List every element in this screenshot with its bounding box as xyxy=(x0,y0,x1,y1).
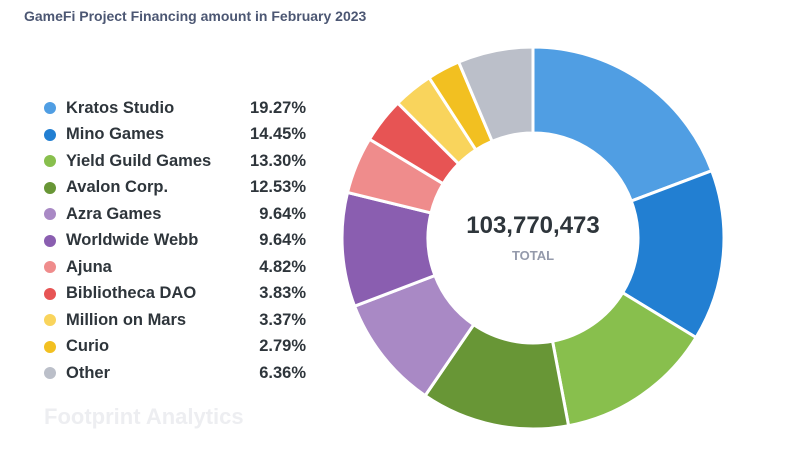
watermark: Footprint Analytics xyxy=(44,404,244,430)
total-value: 103,770,473 xyxy=(466,212,600,239)
legend-item[interactable]: Kratos Studio 19.27% xyxy=(44,95,306,122)
legend-label: Azra Games xyxy=(66,204,162,223)
legend-dot xyxy=(44,287,56,300)
legend-dot xyxy=(44,261,56,274)
legend-percent: 13.30% xyxy=(250,151,306,170)
legend-label: Ajuna xyxy=(66,257,112,276)
legend-dot xyxy=(44,314,56,327)
legend-dot xyxy=(44,181,56,194)
legend-item[interactable]: Mino Games 14.45% xyxy=(44,122,306,149)
legend-dot xyxy=(44,155,56,168)
legend-label: Bibliotheca DAO xyxy=(66,284,197,303)
legend-label: Curio xyxy=(66,337,110,356)
legend: Kratos Studio 19.27% Mino Games 14.45% Yield… xyxy=(44,95,306,387)
legend-label: Other xyxy=(66,363,111,382)
legend-item[interactable]: Worldwide Webb 9.64% xyxy=(44,228,306,255)
watermark-text: Footprint Analytics xyxy=(44,404,244,429)
legend-item[interactable]: Ajuna 4.82% xyxy=(44,254,306,281)
legend-dot xyxy=(44,367,56,380)
legend-percent: 3.37% xyxy=(259,310,306,329)
legend-item[interactable]: Million on Mars 3.37% xyxy=(44,307,306,334)
legend-label: Mino Games xyxy=(66,125,165,144)
legend-item[interactable]: Other 6.36% xyxy=(44,360,306,387)
legend-label: Yield Guild Games xyxy=(66,151,212,170)
legend-label: Worldwide Webb xyxy=(66,231,199,250)
legend-percent: 2.79% xyxy=(259,337,306,356)
legend-item[interactable]: Curio 2.79% xyxy=(44,334,306,361)
legend-percent: 6.36% xyxy=(259,363,306,382)
legend-percent: 4.82% xyxy=(259,257,306,276)
legend-label: Million on Mars xyxy=(66,310,187,329)
legend-item[interactable]: Azra Games 9.64% xyxy=(44,201,306,228)
legend-label: Avalon Corp. xyxy=(66,178,169,197)
legend-dot xyxy=(44,128,56,141)
legend-dot xyxy=(44,102,56,115)
legend-item[interactable]: Avalon Corp. 12.53% xyxy=(44,175,306,202)
slice-kratos-studio[interactable] xyxy=(531,45,714,203)
legend-percent: 19.27% xyxy=(250,98,306,117)
legend-percent: 3.83% xyxy=(259,284,306,303)
total-label: TOTAL xyxy=(511,248,555,263)
legend-percent: 14.45% xyxy=(250,125,306,144)
legend-item[interactable]: Bibliotheca DAO 3.83% xyxy=(44,281,306,308)
legend-dot xyxy=(44,208,56,221)
chart-title: GameFi Project Financing amount in Febru… xyxy=(24,8,367,24)
legend-dot xyxy=(44,340,56,353)
legend-dot xyxy=(44,234,56,247)
legend-percent: 12.53% xyxy=(250,178,306,197)
legend-label: Kratos Studio xyxy=(66,98,175,117)
legend-percent: 9.64% xyxy=(259,204,306,223)
legend-percent: 9.64% xyxy=(259,231,306,250)
slice-other[interactable] xyxy=(456,45,535,144)
legend-item[interactable]: Yield Guild Games 13.30% xyxy=(44,148,306,175)
